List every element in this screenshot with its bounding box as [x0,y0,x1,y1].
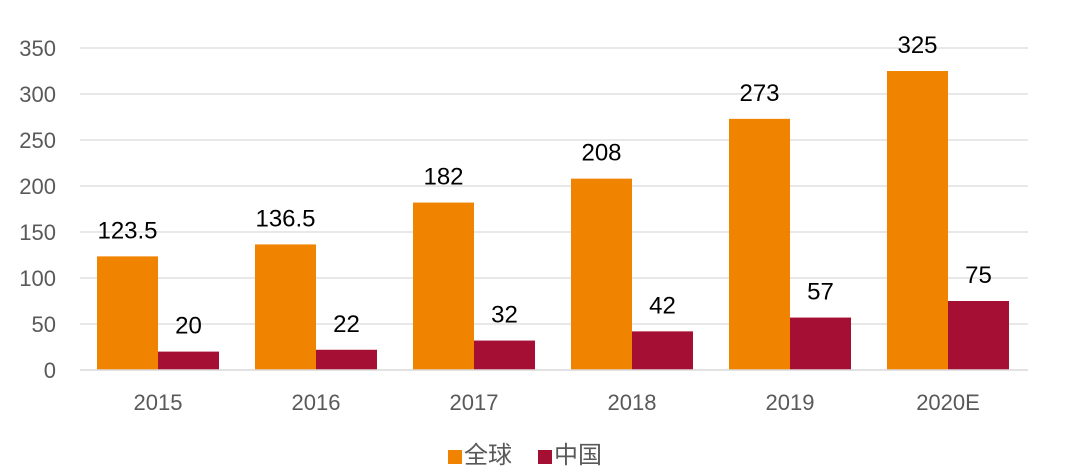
y-tick-label: 200 [19,174,56,199]
data-label: 136.5 [255,205,315,232]
bar-china [948,301,1009,370]
data-label: 57 [807,279,834,306]
data-label: 22 [333,311,360,338]
legend-label: 中国 [554,441,602,469]
bar-china [632,331,693,370]
x-tick-label: 2017 [450,390,499,415]
bar-global [255,244,316,370]
x-tick-label: 2016 [292,390,341,415]
y-tick-label: 0 [44,358,56,383]
y-tick-label: 350 [19,36,56,61]
bar-global [571,178,632,370]
data-label: 273 [739,80,779,107]
legend-swatch-global [448,450,462,464]
y-tick-label: 300 [19,82,56,107]
bar-china [316,349,377,370]
y-tick-label: 250 [19,128,56,153]
data-label: 20 [175,313,202,340]
x-tick-label: 2018 [608,390,657,415]
data-label: 208 [581,140,621,167]
data-label: 32 [491,302,518,329]
bar-global [413,202,474,370]
y-tick-label: 150 [19,220,56,245]
data-label: 123.5 [97,217,157,244]
data-label: 75 [965,262,992,289]
bar-china [790,317,851,370]
bar-global [729,118,790,370]
data-label: 42 [649,292,676,319]
y-tick-label: 100 [19,266,56,291]
bar-china [158,351,219,370]
bar-global [97,256,158,370]
x-tick-label: 2015 [134,390,183,415]
bar-china [474,340,535,370]
legend-swatch-china [538,450,552,464]
x-tick-label: 2019 [766,390,815,415]
x-tick-label: 2020E [916,390,980,415]
data-label: 182 [423,164,463,191]
y-tick-label: 50 [32,312,56,337]
bar-global [887,71,948,370]
data-label: 325 [897,32,937,59]
legend-label: 全球 [464,441,512,469]
